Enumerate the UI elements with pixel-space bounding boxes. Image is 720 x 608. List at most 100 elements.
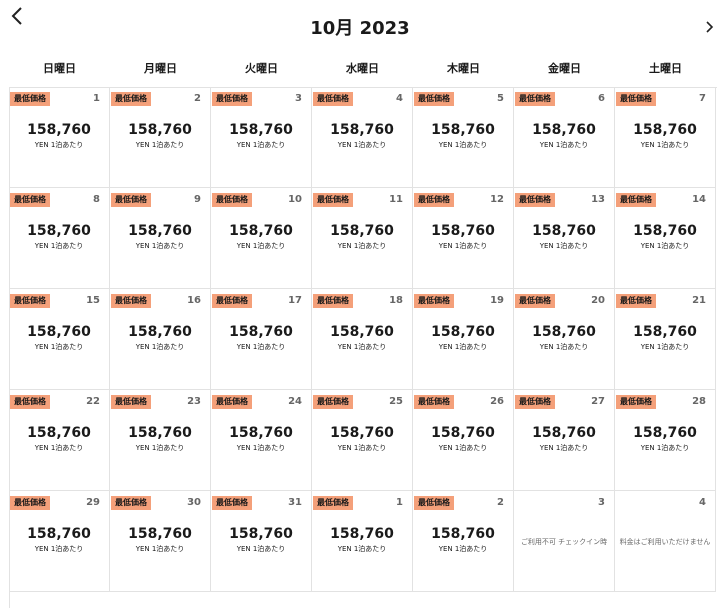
- price: 158,760: [27, 122, 91, 138]
- lowest-price-badge: 最低価格: [616, 294, 656, 308]
- day-cell[interactable]: 最低価格 16 158,760 YEN 1泊あたり: [110, 289, 211, 390]
- weekday-label: 日曜日: [43, 62, 76, 75]
- day-cell[interactable]: 最低価格 9 158,760 YEN 1泊あたり: [110, 188, 211, 289]
- day-number: 17: [288, 295, 302, 306]
- day-number: 16: [187, 295, 201, 306]
- price: 158,760: [532, 425, 596, 441]
- price-unit: YEN 1泊あたり: [539, 444, 589, 452]
- price: 158,760: [633, 122, 697, 138]
- price: 158,760: [431, 122, 495, 138]
- day-number: 2: [194, 93, 201, 104]
- price-unit: YEN 1泊あたり: [438, 141, 488, 149]
- weekday-label: 木曜日: [447, 62, 480, 75]
- day-cell[interactable]: 最低価格 31 158,760 YEN 1泊あたり: [211, 491, 312, 592]
- weekday-label: 水曜日: [346, 62, 379, 75]
- day-cell[interactable]: 最低価格 8 158,760 YEN 1泊あたり: [9, 188, 110, 289]
- day-cell[interactable]: 最低価格 23 158,760 YEN 1泊あたり: [110, 390, 211, 491]
- price: 158,760: [633, 425, 697, 441]
- day-cell[interactable]: 最低価格 3 158,760 YEN 1泊あたり: [211, 87, 312, 188]
- day-cell[interactable]: 最低価格 1 158,760 YEN 1泊あたり: [312, 491, 413, 592]
- day-cell[interactable]: 最低価格 6 158,760 YEN 1泊あたり: [514, 87, 615, 188]
- day-cell[interactable]: 最低価格 13 158,760 YEN 1泊あたり: [514, 188, 615, 289]
- lowest-price-badge: 最低価格: [212, 193, 252, 207]
- day-cell[interactable]: 最低価格 29 158,760 YEN 1泊あたり: [9, 491, 110, 592]
- lowest-price-badge: 最低価格: [111, 496, 151, 510]
- day-number: 21: [692, 295, 706, 306]
- day-cell[interactable]: 最低価格 1 158,760 YEN 1泊あたり: [9, 87, 110, 188]
- day-number: 29: [86, 497, 100, 508]
- lowest-price-badge: 最低価格: [212, 395, 252, 409]
- price: 158,760: [330, 122, 394, 138]
- price-unit: YEN 1泊あたり: [438, 242, 488, 250]
- lowest-price-badge: 最低価格: [515, 193, 555, 207]
- lowest-price-badge: 最低価格: [313, 92, 353, 106]
- day-cell[interactable]: 最低価格 19 158,760 YEN 1泊あたり: [413, 289, 514, 390]
- price-unit: YEN 1泊あたり: [34, 444, 84, 452]
- price: 158,760: [633, 223, 697, 239]
- lowest-price-badge: 最低価格: [10, 496, 50, 510]
- day-number: 11: [389, 194, 403, 205]
- price-unit: YEN 1泊あたり: [640, 242, 690, 250]
- price: 158,760: [431, 324, 495, 340]
- day-number: 4: [396, 93, 403, 104]
- day-cell[interactable]: 最低価格 21 158,760 YEN 1泊あたり: [615, 289, 716, 390]
- day-cell[interactable]: 最低価格 25 158,760 YEN 1泊あたり: [312, 390, 413, 491]
- price: 158,760: [330, 223, 394, 239]
- day-cell[interactable]: 最低価格 20 158,760 YEN 1泊あたり: [514, 289, 615, 390]
- lowest-price-badge: 最低価格: [10, 92, 50, 106]
- price: 158,760: [431, 526, 495, 542]
- day-number: 1: [396, 497, 403, 508]
- weekday-label: 土曜日: [649, 62, 682, 75]
- price-unit: YEN 1泊あたり: [438, 343, 488, 351]
- price-unit: YEN 1泊あたり: [135, 444, 185, 452]
- price: 158,760: [431, 223, 495, 239]
- day-cell[interactable]: 最低価格 26 158,760 YEN 1泊あたり: [413, 390, 514, 491]
- day-cell[interactable]: 最低価格 24 158,760 YEN 1泊あたり: [211, 390, 312, 491]
- price-unit: YEN 1泊あたり: [135, 242, 185, 250]
- price-unit: YEN 1泊あたり: [236, 242, 286, 250]
- price-unit: YEN 1泊あたり: [337, 444, 387, 452]
- price: 158,760: [330, 324, 394, 340]
- day-number: 23: [187, 396, 201, 407]
- day-number: 13: [591, 194, 605, 205]
- day-number: 10: [288, 194, 302, 205]
- unavailable-note: ご利用不可 チェックイン時: [520, 538, 608, 546]
- day-cell[interactable]: 最低価格 17 158,760 YEN 1泊あたり: [211, 289, 312, 390]
- day-number: 9: [194, 194, 201, 205]
- day-cell[interactable]: 最低価格 30 158,760 YEN 1泊あたり: [110, 491, 211, 592]
- day-cell[interactable]: 最低価格 14 158,760 YEN 1泊あたり: [615, 188, 716, 289]
- day-number: 3: [598, 497, 605, 508]
- day-number: 15: [86, 295, 100, 306]
- lowest-price-badge: 最低価格: [313, 395, 353, 409]
- back-arrow[interactable]: [8, 6, 28, 26]
- price-unit: YEN 1泊あたり: [236, 444, 286, 452]
- day-cell[interactable]: 最低価格 22 158,760 YEN 1泊あたり: [9, 390, 110, 491]
- day-cell[interactable]: 最低価格 2 158,760 YEN 1泊あたり: [110, 87, 211, 188]
- price: 158,760: [330, 425, 394, 441]
- day-cell[interactable]: 最低価格 10 158,760 YEN 1泊あたり: [211, 188, 312, 289]
- price: 158,760: [431, 425, 495, 441]
- day-cell[interactable]: 最低価格 15 158,760 YEN 1泊あたり: [9, 289, 110, 390]
- day-cell[interactable]: 最低価格 4 158,760 YEN 1泊あたり: [312, 87, 413, 188]
- day-number: 4: [699, 497, 706, 508]
- day-cell[interactable]: 最低価格 12 158,760 YEN 1泊あたり: [413, 188, 514, 289]
- day-cell[interactable]: 最低価格 2 158,760 YEN 1泊あたり: [413, 491, 514, 592]
- price-unit: YEN 1泊あたり: [236, 343, 286, 351]
- lowest-price-badge: 最低価格: [515, 92, 555, 106]
- day-cell[interactable]: 最低価格 27 158,760 YEN 1泊あたり: [514, 390, 615, 491]
- next-arrow[interactable]: [704, 20, 716, 34]
- lowest-price-badge: 最低価格: [212, 92, 252, 106]
- day-cell[interactable]: 最低価格 11 158,760 YEN 1泊あたり: [312, 188, 413, 289]
- price: 158,760: [330, 526, 394, 542]
- day-number: 8: [93, 194, 100, 205]
- day-number: 19: [490, 295, 504, 306]
- day-cell[interactable]: 最低価格 28 158,760 YEN 1泊あたり: [615, 390, 716, 491]
- price: 158,760: [128, 324, 192, 340]
- lowest-price-badge: 最低価格: [616, 193, 656, 207]
- day-number: 26: [490, 396, 504, 407]
- lowest-price-badge: 最低価格: [313, 294, 353, 308]
- day-cell[interactable]: 最低価格 7 158,760 YEN 1泊あたり: [615, 87, 716, 188]
- lowest-price-badge: 最低価格: [10, 294, 50, 308]
- day-cell[interactable]: 最低価格 18 158,760 YEN 1泊あたり: [312, 289, 413, 390]
- day-cell[interactable]: 最低価格 5 158,760 YEN 1泊あたり: [413, 87, 514, 188]
